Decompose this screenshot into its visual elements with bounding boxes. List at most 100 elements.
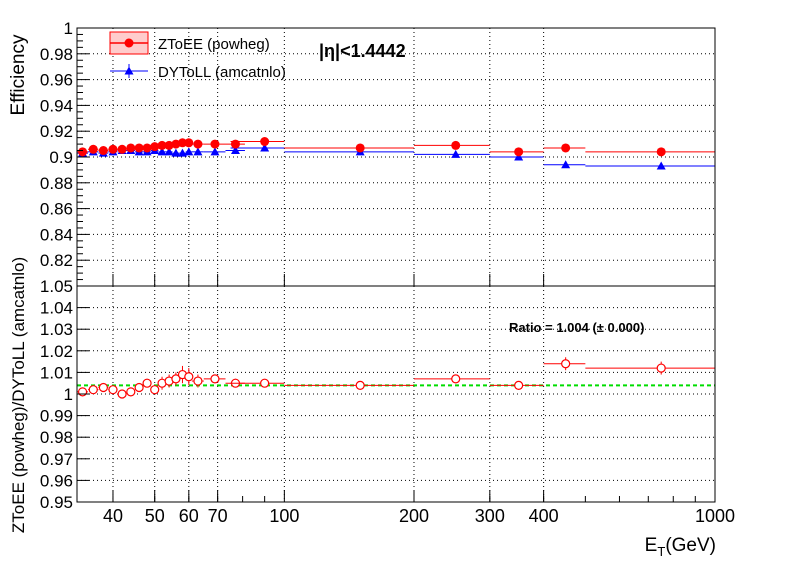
efficiency-y-label: Efficiency: [8, 34, 29, 115]
efficiency-y-tick-label: 0.92: [40, 122, 73, 141]
ztoee-point: [451, 140, 461, 150]
dytoll-point: [210, 147, 220, 156]
x-axis-label: ET(GeV): [645, 535, 716, 559]
dytoll-point: [184, 147, 194, 156]
dytoll-point: [260, 143, 270, 152]
efficiency-y-tick-label: 0.94: [40, 96, 73, 115]
efficiency-y-tick-label: 0.9: [49, 148, 73, 167]
legend-dytoll-marker: [124, 66, 134, 75]
x-label-unit: (GeV): [665, 535, 716, 556]
ratio-point: [184, 372, 194, 382]
x-tick-label: 400: [529, 506, 559, 526]
ratio-point: [142, 378, 152, 388]
dytoll-point: [193, 147, 203, 156]
dytoll-point: [514, 152, 524, 161]
ratio-y-tick-label: 0.96: [40, 471, 73, 490]
dytoll-point: [451, 149, 461, 158]
efficiency-y-tick-label: 0.86: [40, 200, 73, 219]
ratio-point: [514, 380, 524, 390]
ztoee-point: [126, 143, 136, 153]
ztoee-point: [230, 139, 240, 149]
efficiency-y-tick-label: 0.88: [40, 174, 73, 193]
ratio-y-label: ZToEE (powheg)/DYToLL (amcatnlo): [9, 257, 28, 533]
ratio-point: [88, 385, 98, 395]
ratio-y-tick-label: 0.95: [40, 493, 73, 512]
ratio-series: [77, 357, 715, 399]
ratio-point: [150, 385, 160, 395]
x-tick-label: 1000: [695, 506, 735, 526]
ratio-y-tick-label: 1.02: [40, 342, 73, 361]
x-tick-label: 60: [179, 506, 199, 526]
ratio-panel: 0.95 0.96 0.97 0.98 0.99 1 1.01 1.02 1.03 1.04 1.0…: [9, 257, 735, 559]
ztoee-point: [193, 139, 203, 149]
ratio-point: [117, 389, 127, 399]
ratio-y-tick-label: 0.99: [40, 407, 73, 426]
ztoee-point: [142, 143, 152, 153]
ztoee-point: [184, 138, 194, 148]
ratio-point: [171, 374, 181, 384]
ztoee-point: [88, 144, 98, 154]
dytoll-point: [157, 147, 167, 156]
ratio-point: [134, 382, 144, 393]
ztoee-point: [260, 137, 270, 147]
efficiency-series: [77, 137, 715, 170]
ratio-point: [210, 374, 220, 384]
x-tick-label: 300: [475, 506, 505, 526]
ztoee-point: [157, 140, 167, 150]
ratio-y-tick-label: 0.98: [40, 428, 73, 447]
ratio-y-axis: 0.95 0.96 0.97 0.98 0.99 1 1.01 1.02 1.03 1.04 1.0…: [40, 277, 89, 512]
x-tick-label: 100: [269, 506, 299, 526]
ratio-y-tick-label: 1.01: [40, 363, 73, 382]
ratio-point: [451, 374, 461, 384]
efficiency-y-tick-label: 1: [64, 19, 73, 38]
ztoee-point: [117, 144, 127, 154]
ratio-annotation: Ratio = 1.004 (± 0.000): [509, 320, 644, 335]
ratio-y-tick-label: 1: [64, 385, 73, 404]
ratio-point: [656, 363, 666, 373]
dytoll-point: [230, 146, 240, 155]
ztoee-point: [78, 147, 88, 157]
ztoee-point: [134, 143, 144, 153]
ztoee-point: [514, 147, 524, 157]
ratio-point: [98, 382, 108, 393]
ztoee-point: [656, 147, 666, 157]
legend-ztoee-label: ZToEE (powheg): [158, 36, 270, 53]
ratio-y-tick-label: 1.05: [40, 277, 73, 296]
ztoee-point: [561, 143, 571, 153]
efficiency-y-tick-label: 0.84: [40, 225, 73, 244]
ztoee-point: [177, 138, 187, 148]
dytoll-point: [561, 160, 571, 169]
x-axis: 40 50 60 70 100 200 300 400 1000: [103, 274, 735, 526]
ztoee-point: [98, 146, 108, 156]
efficiency-y-tick-label: 0.96: [40, 71, 73, 90]
x-tick-label: 200: [399, 506, 429, 526]
efficiency-y-axis: 0.82 0.84 0.86 0.88 0.9 0.92 0.94 0.96 0.98 1: [40, 19, 89, 281]
ratio-y-tick-label: 0.97: [40, 450, 73, 469]
ztoee-point: [150, 142, 160, 152]
efficiency-y-tick-label: 0.98: [40, 45, 73, 64]
x-tick-label: 70: [208, 506, 228, 526]
legend-ztoee-marker: [124, 38, 134, 48]
dytoll-point: [164, 147, 174, 156]
ztoee-point: [210, 139, 220, 149]
ztoee-point: [355, 143, 365, 153]
ratio-point: [77, 387, 88, 397]
ratio-point: [126, 387, 136, 397]
x-label-main: E: [645, 535, 658, 556]
dytoll-point: [656, 161, 666, 170]
efficiency-panel: 0.82 0.84 0.86 0.88 0.9 0.92 0.94 0.96 0.98 1 Eff…: [8, 19, 716, 287]
ratio-point: [193, 376, 203, 386]
ratio-point: [108, 385, 118, 395]
legend-dytoll-label: DYToLL (amcatnlo): [158, 64, 286, 81]
ratio-y-tick-label: 1.03: [40, 320, 73, 339]
x-tick-label: 40: [103, 506, 123, 526]
ztoee-point: [164, 140, 174, 150]
dytoll-point: [171, 148, 181, 157]
ratio-point: [355, 380, 365, 390]
legend: ZToEE (powheg) DYToLL (amcatnlo): [109, 31, 286, 81]
ratio-point: [561, 359, 571, 369]
ratio-point: [260, 378, 270, 388]
eta-annotation: |η|<1.4442: [319, 41, 406, 61]
ratio-y-tick-label: 1.04: [40, 299, 73, 318]
